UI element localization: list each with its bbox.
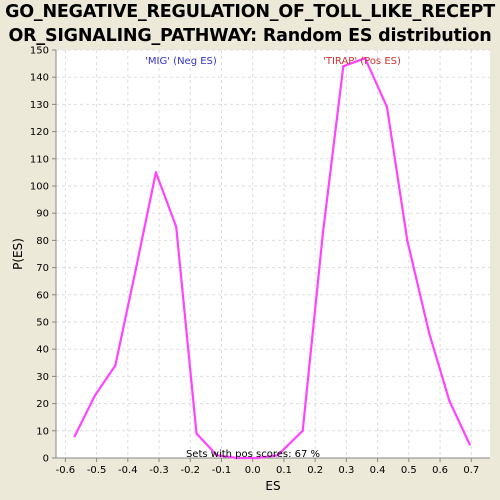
series: [73, 56, 471, 460]
data-point: [235, 456, 239, 460]
x-tick-label: 0.6: [432, 465, 448, 476]
data-point: [93, 394, 97, 397]
chart-title-line-2: OR_SIGNALING_PATHWAY: Random ES distribu…: [8, 26, 492, 46]
data-point: [342, 65, 345, 68]
data-point: [406, 239, 409, 242]
y-tick-label: 60: [36, 290, 49, 301]
data-point: [195, 432, 198, 435]
x-tick-label: -0.3: [149, 465, 169, 476]
data-point: [363, 56, 367, 60]
axes: -0.6 -0.5 -0.4 -0.3 -0.2 -0.1 0.0 0.1 0.2 0.3 0.4 0…: [30, 46, 490, 476]
plot-area: [56, 50, 490, 458]
y-tick-label: 110: [30, 154, 49, 165]
y-tick-label: 80: [36, 236, 49, 247]
data-point: [468, 443, 471, 446]
x-tick-label: 0.4: [370, 465, 386, 476]
x-axis-label: ES: [265, 479, 280, 493]
y-tick-label: 30: [36, 372, 49, 383]
y-tick-label: 0: [43, 454, 49, 465]
x-tick-label: -0.6: [56, 465, 76, 476]
es-distribution-line: [73, 57, 471, 460]
data-point: [427, 331, 431, 335]
data-point: [448, 399, 451, 403]
data-point: [276, 454, 279, 457]
x-tick-label: 0.5: [401, 465, 417, 476]
x-tick-label: 0.7: [463, 465, 479, 476]
chart-title: GO_NEGATIVE_REGULATION_OF_TOLL_LIKE_RECE…: [0, 0, 500, 48]
data-point: [154, 171, 158, 174]
data-point: [385, 105, 389, 109]
x-tick-label: -0.1: [212, 465, 232, 476]
y-tick-label: 130: [30, 100, 49, 111]
x-tick-label: 0.2: [307, 465, 323, 476]
x-tick-label: -0.4: [118, 465, 138, 476]
data-point: [73, 435, 76, 438]
x-tick-label: 0.3: [338, 465, 354, 476]
y-tick-label: 20: [36, 399, 49, 410]
y-tick-label: 150: [30, 46, 49, 57]
data-point: [114, 364, 117, 367]
x-tick-label: -0.5: [87, 465, 107, 476]
y-tick-label: 120: [30, 127, 49, 138]
chart-title-line-1: GO_NEGATIVE_REGULATION_OF_TOLL_LIKE_RECE…: [5, 2, 495, 22]
y-axis-label: P(ES): [11, 238, 25, 270]
y-tick-label: 90: [36, 209, 49, 220]
data-point: [215, 454, 218, 457]
sets-pos-scores-annotation: Sets with pos scores: 67 %: [186, 449, 320, 460]
y-tick-label: 100: [30, 182, 49, 193]
y-tick-label: 70: [36, 263, 49, 274]
data-point: [321, 231, 325, 234]
data-point: [134, 269, 137, 272]
x-tick-label: -0.2: [181, 465, 201, 476]
y-tick-label: 40: [36, 345, 49, 356]
y-tick-label: 140: [30, 73, 49, 84]
data-point: [256, 456, 259, 460]
data-point: [301, 429, 304, 432]
pos-es-annotation: 'TIRAP' (Pos ES): [323, 56, 401, 67]
data-point: [175, 225, 178, 228]
y-tick-label: 10: [36, 426, 49, 437]
y-tick-label: 50: [36, 318, 49, 329]
x-tick-label: 0.0: [245, 465, 261, 476]
x-tick-label: 0.1: [276, 465, 292, 476]
neg-es-annotation: 'MIG' (Neg ES): [145, 56, 217, 67]
